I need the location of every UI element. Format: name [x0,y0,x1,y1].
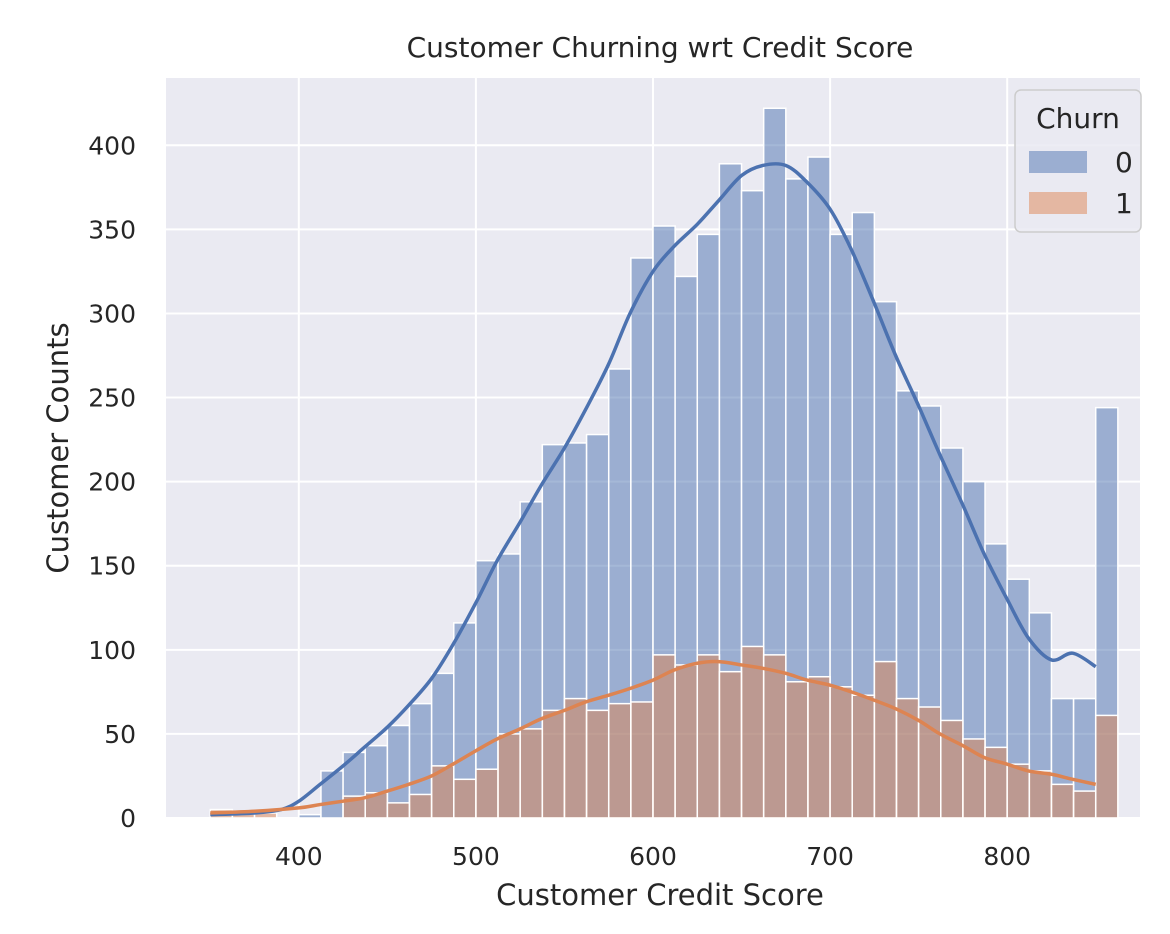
histogram-bar-churn-1 [895,697,920,819]
x-tick-labels: 400 500 600 700 800 [275,842,1031,871]
histogram-bar-churn-1 [1006,763,1031,819]
y-tick-labels: 0 50 100 150 200 250 300 350 400 [88,131,136,833]
histogram-bar-churn-1 [541,709,566,819]
y-tick-label: 50 [104,720,136,749]
histogram-bar-churn-1 [762,654,787,819]
histogram-bar-churn-1 [497,733,521,819]
histogram-bar-churn-1 [1072,790,1097,819]
y-tick-label: 350 [88,215,136,244]
x-tick-label: 600 [629,842,677,871]
y-tick-label: 0 [120,804,136,833]
histogram-bar-churn-1 [519,728,544,819]
x-tick-label: 500 [452,842,500,871]
y-tick-label: 300 [88,299,136,328]
y-tick-label: 100 [88,636,136,665]
histogram-bar-churn-1 [740,645,765,819]
kde-curves [210,162,1097,817]
histogram-bar-churn-1 [1028,770,1053,819]
y-tick-label: 250 [88,384,136,413]
histogram-bar-churn-1 [807,675,831,819]
histogram-bar-churn-1 [630,701,654,819]
chart-title: Customer Churning wrt Credit Score [407,31,914,64]
x-tick-label: 400 [275,842,323,871]
histogram-bar-churn-1 [718,670,743,819]
histogram-bar-churn-1 [607,702,632,819]
y-tick-label: 150 [88,552,136,581]
histogram-bar-churn-1 [674,664,699,819]
histogram-bar-churn-1 [1050,783,1075,819]
legend-title: Churn [1036,102,1120,135]
legend-swatch-1 [1029,192,1087,214]
histogram-bar-churn-1 [585,709,610,819]
kde-line-churn-1 [210,659,1097,815]
histogram-bar-churn-0 [320,770,344,819]
legend-swatch-0 [1029,151,1087,173]
y-axis-label: Customer Counts [41,322,75,573]
histogram-bar-churn-1 [475,768,499,819]
x-tick-label: 700 [806,842,854,871]
histogram-bar-churn-1 [696,654,721,819]
y-tick-label: 400 [88,131,136,160]
histogram-bar-churn-1 [851,694,876,819]
legend-label-0: 0 [1115,146,1133,179]
legend: Churn 0 1 [1014,89,1142,233]
x-tick-label: 800 [983,842,1031,871]
x-axis-label: Customer Credit Score [496,878,824,912]
legend-label-1: 1 [1115,187,1133,220]
histogram-bar-churn-1 [563,697,588,819]
histogram-bar-churn-1 [785,681,809,819]
histogram-bar-churn-1 [386,802,411,819]
histogram-bar-churn-1 [873,660,898,819]
histogram-bar-churn-1 [453,778,477,819]
histogram-bar-churn-0 [298,813,322,819]
histogram-bar-churn-1 [408,793,433,819]
histogram-bar-churn-1 [1094,714,1119,819]
y-tick-label: 200 [88,468,136,497]
kde-line-churn-0 [210,162,1097,817]
histogram-bar-churn-1 [829,686,853,819]
